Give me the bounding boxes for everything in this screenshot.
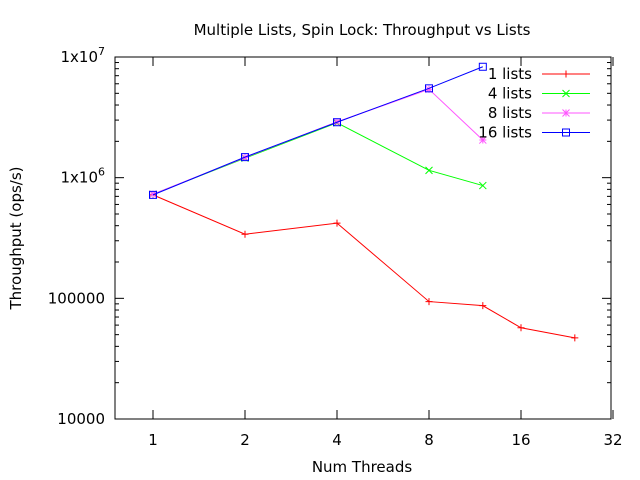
series-line-8-lists <box>152 88 484 195</box>
legend-marker-4-lists <box>562 89 570 98</box>
y-tick-label: 100000 <box>48 289 105 307</box>
x-tick-label: 1 <box>148 431 158 449</box>
data-point-16-lists <box>478 62 487 71</box>
legend-marker-1-lists <box>562 70 570 78</box>
data-point-1-lists <box>241 230 249 238</box>
data-point-16-lists <box>149 190 157 199</box>
x-tick-label: 4 <box>332 431 342 449</box>
data-point-8-lists <box>478 136 487 144</box>
data-point-4-lists <box>478 181 487 190</box>
series-line-16-lists <box>152 66 484 196</box>
data-point-4-lists <box>425 166 433 175</box>
data-point-1-lists <box>517 324 525 332</box>
legend-label-1-lists: 1 lists <box>488 65 532 83</box>
data-point-1-lists <box>333 219 341 227</box>
x-tick-label: 32 <box>603 431 622 449</box>
y-tick-label: 10000 <box>57 410 105 428</box>
x-tick-label: 8 <box>424 431 434 449</box>
data-point-16-lists <box>241 153 249 162</box>
chart-title: Multiple Lists, Spin Lock: Throughput vs… <box>194 21 531 39</box>
legend-marker-16-lists <box>562 128 570 137</box>
y-axis-label: Throughput (ops/s) <box>7 167 25 311</box>
data-point-16-lists <box>425 84 433 93</box>
x-tick-label: 2 <box>240 431 250 449</box>
legend-label-4-lists: 4 lists <box>488 85 532 103</box>
series-line-4-lists <box>152 122 483 195</box>
x-tick-label: 16 <box>511 431 530 449</box>
y-tick-label: 1x106 <box>60 166 105 187</box>
data-point-1-lists <box>425 298 433 306</box>
data-point-8-lists <box>149 190 157 199</box>
plot-frame <box>114 56 612 420</box>
series-line-1-lists <box>152 194 575 339</box>
plot-area: 1 2 4 8 16 32 10000 100000 1x106 1x107 1 lists 4 li… <box>48 45 623 449</box>
data-point-1-lists <box>571 334 579 342</box>
legend-marker-8-lists <box>562 109 570 117</box>
data-point-8-lists <box>425 85 433 94</box>
data-point-16-lists <box>333 118 341 127</box>
legend-label-8-lists: 8 lists <box>488 104 532 122</box>
x-axis-label: Num Threads <box>312 458 413 476</box>
data-point-1-lists <box>479 302 487 310</box>
legend-label-16-lists: 16 lists <box>478 124 532 142</box>
y-tick-label: 1x107 <box>60 45 105 66</box>
